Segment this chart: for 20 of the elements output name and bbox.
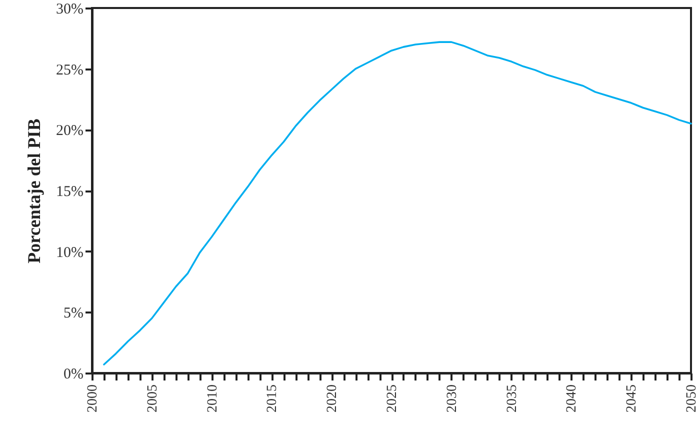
y-tick-label: 15% [56, 184, 84, 200]
y-tick-label: 30% [56, 2, 84, 18]
x-tick-label: 2045 [624, 384, 640, 412]
y-tick-label: 25% [56, 62, 84, 78]
x-tick-label: 2020 [325, 384, 340, 412]
x-tick-label: 2030 [444, 384, 460, 412]
y-tick-label: 20% [56, 123, 84, 140]
x-tick-label: 2015 [265, 384, 280, 412]
x-tick-label: 2010 [205, 384, 220, 412]
y-axis-title: Porcentaje del PIB [24, 118, 44, 264]
x-tick-label: 2005 [145, 384, 160, 412]
y-tick-label: 10% [56, 244, 84, 261]
x-tick-label: 2035 [504, 384, 520, 412]
y-tick-label: 0% [64, 366, 84, 382]
x-tick-label: 2050 [684, 384, 696, 412]
line-series [103, 41, 692, 366]
x-tick-label: 2040 [564, 384, 580, 412]
x-tick-label: 2025 [385, 384, 400, 412]
x-tick-label: 2000 [86, 384, 100, 412]
y-tick-label: 5% [64, 306, 84, 322]
